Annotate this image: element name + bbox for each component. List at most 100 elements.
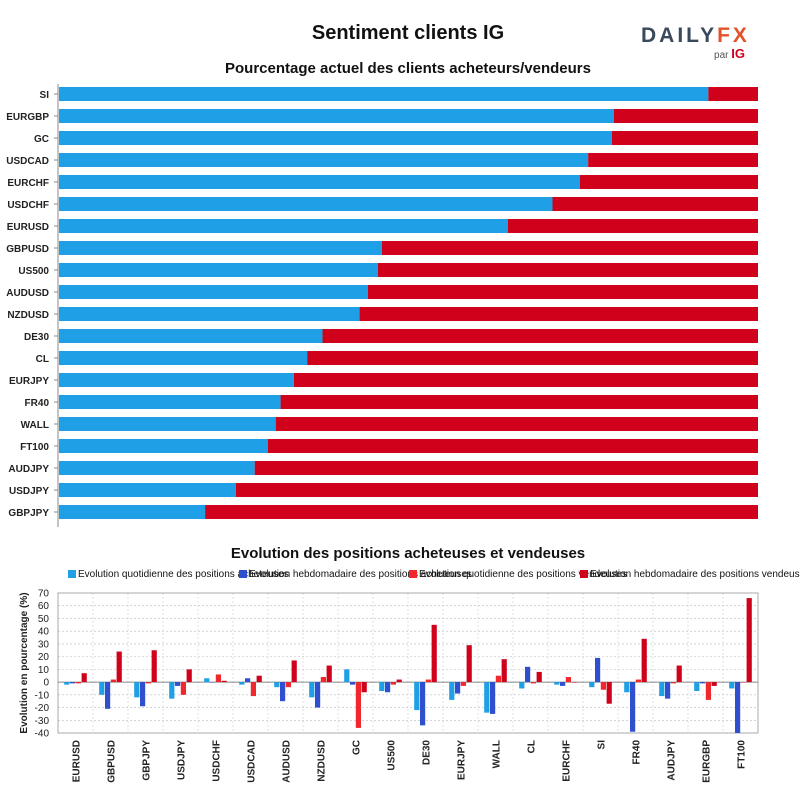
chart2-tick-label-usdjpy: USDJPY [177, 740, 188, 780]
bar-long-gc [59, 131, 612, 145]
chart2-ytick-label: 40 [38, 627, 50, 638]
bar-s3-eurusd [75, 682, 81, 684]
bar-s3-fr40 [635, 679, 641, 683]
bar-s3-wall [495, 675, 501, 683]
chart1-tick-label-de30: DE30 [24, 332, 49, 343]
bar-s4-cl [536, 671, 542, 683]
legend-item-weekly-short[interactable]: Evolution hebdomadaire des positions ven… [580, 569, 800, 580]
bar-s1-usdchf [204, 678, 210, 683]
chart1-tick-label-gbpjpy: GBPJPY [8, 508, 49, 519]
bar-s3-usdjpy [180, 682, 186, 695]
bar-s1-cl [519, 682, 525, 689]
chart1-tick-label-audusd: AUDUSD [6, 288, 49, 299]
bar-short-wall [275, 417, 758, 431]
bar-short-eurgbp [614, 109, 758, 123]
bar-s1-eurjpy [449, 682, 455, 700]
bar-long-audusd [59, 285, 368, 299]
chart1-tick-label-eurusd: EURUSD [7, 222, 49, 233]
bar-s3-audjpy [670, 682, 676, 684]
bar-s3-de30 [425, 679, 431, 683]
bar-long-ft100 [59, 439, 269, 453]
chart2-legend: Evolution quotidienne des positions ache… [68, 569, 800, 583]
bar-short-nzdusd [359, 307, 758, 321]
bar-s2-si [595, 657, 601, 683]
bar-s4-usdcad [256, 675, 262, 683]
bar-s3-ft100 [740, 682, 746, 683]
chart2-tick-label-audjpy: AUDJPY [667, 740, 678, 781]
bar-s1-us500 [379, 682, 385, 691]
bar-s4-usdjpy [186, 669, 192, 683]
bar-long-usdchf [59, 197, 553, 211]
bar-s2-audusd [280, 682, 286, 702]
chart1-tick-label-usdjpy: USDJPY [9, 486, 49, 497]
bar-short-cl [307, 351, 758, 365]
bar-s3-gc [355, 682, 361, 728]
bar-s3-eurchf [565, 677, 571, 683]
bar-s1-gc [344, 669, 350, 683]
bar-s2-usdchf [210, 682, 216, 683]
bar-short-si [708, 87, 758, 101]
chart1-tick-label-audjpy: AUDJPY [8, 464, 49, 475]
bar-s1-gbpjpy [134, 682, 140, 698]
bar-s2-ft100 [735, 682, 741, 733]
legend-item-weekly-long[interactable]: Evolution hebdomadaire des positions ach… [239, 569, 472, 580]
bar-long-wall [59, 417, 276, 431]
bar-s4-ft100 [746, 598, 752, 683]
bar-s2-cl [525, 666, 531, 683]
chart1-tick-label-si: SI [40, 90, 50, 101]
chart2-tick-label-eurusd: EURUSD [72, 740, 83, 782]
chart2-ytick-label: 70 [38, 589, 50, 600]
bar-long-eurusd [59, 219, 508, 233]
bar-s2-wall [490, 682, 496, 714]
bar-s2-eurgbp [700, 682, 706, 684]
bar-s2-gc [350, 682, 356, 685]
legend-item-daily-short[interactable]: Evolution quotidienne des positions vend… [409, 569, 627, 580]
chart2-tick-label-nzdusd: NZDUSD [317, 740, 328, 782]
bar-s2-gbpjpy [140, 682, 146, 707]
bar-s4-audusd [291, 660, 297, 683]
chart2-tick-label-gbpusd: GBPUSD [107, 740, 118, 783]
bar-long-fr40 [59, 395, 281, 409]
chart1-tick-label-eurchf: EURCHF [7, 178, 49, 189]
bar-s1-audjpy [659, 682, 665, 697]
bar-short-gc [611, 131, 758, 145]
chart2-tick-label-gc: GC [352, 740, 363, 755]
chart2-ytick-label: 0 [43, 678, 49, 689]
chart2-title: Evolution des positions acheteuses et ve… [230, 545, 586, 562]
bar-short-gbpusd [381, 241, 758, 255]
chart1-tick-label-usdcad: USDCAD [6, 156, 49, 167]
bar-short-usdchf [552, 197, 758, 211]
bar-long-usdjpy [59, 483, 236, 497]
dailyfx-logo: DAILYFX par IG [641, 24, 751, 64]
page-title: Sentiment clients IG [311, 22, 505, 44]
bar-s3-gbpjpy [145, 682, 151, 684]
bar-s4-us500 [396, 679, 402, 683]
bar-long-us500 [59, 263, 378, 277]
bar-s1-ft100 [729, 682, 735, 689]
bar-s1-fr40 [624, 682, 630, 693]
chart1-tick-label-gc: GC [34, 134, 49, 145]
legend-item-daily-long[interactable]: Evolution quotidienne des positions ache… [68, 569, 289, 580]
chart1-tick-label-ft100: FT100 [20, 442, 49, 453]
bar-s3-usdcad [250, 682, 256, 697]
chart2-ytick-label: 20 [38, 652, 50, 663]
bar-short-eurjpy [293, 373, 758, 387]
bar-s3-si [600, 682, 606, 690]
bar-s3-gbpusd [110, 679, 116, 683]
bar-s2-usdcad [245, 678, 251, 683]
bar-s3-cl [530, 682, 536, 684]
chart2-ytick-label: 30 [38, 639, 50, 650]
bar-s4-eurchf [571, 682, 577, 683]
chart2-tick-label-cl: CL [527, 740, 538, 753]
bar-long-gbpusd [59, 241, 382, 255]
bar-short-ft100 [268, 439, 758, 453]
chart1-title: Pourcentage actuel des clients acheteurs… [225, 60, 591, 77]
bar-s1-eurusd [64, 682, 70, 685]
chart2-ytick-label: -20 [35, 703, 50, 714]
chart2-ytick-label: -10 [35, 690, 50, 701]
bar-long-si [59, 87, 709, 101]
chart2-tick-label-wall: WALL [492, 740, 503, 768]
chart2-tick-label-gbpjpy: GBPJPY [142, 740, 153, 781]
bar-s2-audjpy [665, 682, 671, 699]
bar-s1-audusd [274, 682, 280, 688]
